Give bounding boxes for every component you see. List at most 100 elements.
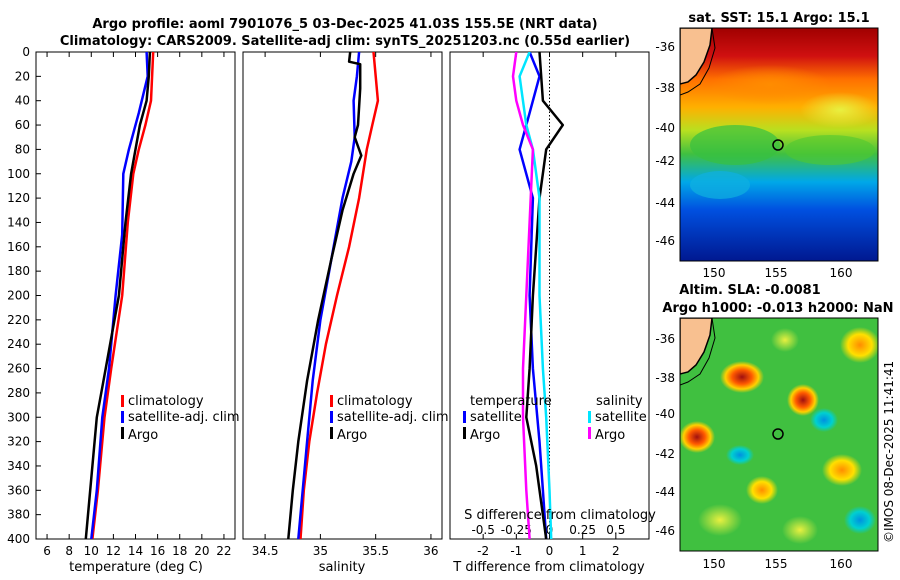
sla-anomaly [680,421,715,453]
salinity-legend: climatology satellite-adj. clim Argo [330,394,449,443]
sst-map [680,28,878,261]
legend-label-climatology: climatology [337,394,413,409]
y-tick-label: 260 [7,362,30,376]
map-xtick: 155 [765,266,788,280]
sla-anomaly [746,476,778,504]
x-tick-label: 0 [546,544,554,558]
legend-swatch-s-argo [588,427,591,439]
series-line-satellite-adj-clim [297,52,361,539]
series-group [84,52,155,539]
y-tick-label: 340 [7,459,30,473]
series-line-climatology [91,52,155,539]
temperature-xlabel: temperature (deg C) [69,560,203,575]
series-group [287,52,380,539]
sla-anomaly [787,384,819,416]
legend-swatch-t-argo [463,427,466,439]
figure-title-line2: Climatology: CARS2009. Satellite-adj cli… [60,34,630,49]
legend-swatch-s-satellite [588,411,591,423]
s-difference-tick-label: -0.25 [501,523,532,537]
y-tick-label: 280 [7,386,30,400]
map-xtick: 155 [765,557,788,571]
x-tick-label: 10 [84,544,99,558]
x-tick-label: 34.5 [252,544,279,558]
series-line-argo [287,52,363,539]
legend-swatch-satellite [330,411,333,423]
y-tick-label: 120 [7,191,30,205]
series-line-satellite-adj-clim [90,52,149,539]
y-tick-label: 240 [7,337,30,351]
s-difference-label: S difference from climatology [464,508,656,523]
map-xtick: 150 [703,557,726,571]
argo-position-marker [772,139,784,151]
s-difference-tick-label: 0 [546,523,554,537]
sst-map-title: sat. SST: 15.1 Argo: 15.1 [688,11,869,26]
x-tick-label: 1 [579,544,587,558]
sst-cool-patch [690,171,750,199]
y-tick-label: 100 [7,167,30,181]
x-tick-label: 14 [128,544,143,558]
sla-anomaly [822,454,862,486]
legend-title-temperature: temperature [470,394,552,409]
legend-label-climatology: climatology [128,394,204,409]
legend-label-s-argo: Argo [595,428,625,443]
salinity-xlabel: salinity [319,560,366,575]
x-tick-label: -1 [510,544,522,558]
legend-swatch-t-satellite [463,411,466,423]
land-mass [680,28,713,85]
map-ytick: -42 [655,154,675,168]
legend-swatch-climatology [121,395,124,407]
y-tick-label: 40 [15,94,30,108]
sla-anomaly [771,328,799,352]
series-line-s-argo [511,52,535,539]
sla-map-axes: -36 -38 -40 -42 -44 -46 150 155 160 [655,332,852,571]
y-tick-label: 80 [15,142,30,156]
sla-map-title-line1: Altim. SLA: -0.0081 [679,283,820,298]
sst-warm-patch [710,65,830,105]
x-tick-label: 6 [43,544,51,558]
x-tick-label: -2 [477,544,489,558]
temperature-plot: 6 8 10 12 14 16 18 20 22020406080100120140160180… [7,45,231,558]
legend-swatch-argo [121,427,124,439]
y-tick-label: 20 [15,69,30,83]
x-tick-label: 18 [172,544,187,558]
coastline-shelf [680,318,716,386]
map-ytick: -44 [655,196,675,210]
map-ytick: -38 [655,81,675,95]
sla-anomaly [726,445,754,465]
sla-anomaly [840,327,878,363]
figure-title-line1: Argo profile: aoml 7901076_5 03-Dec-2025… [92,17,597,32]
legend-swatch-argo [330,427,333,439]
temperature-legend: climatology satellite-adj. clim Argo [121,394,240,443]
y-tick-label: 220 [7,313,30,327]
sst-warm-patch [800,92,878,128]
s-difference-tick-label: 0.5 [606,523,625,537]
series-line-climatology [299,52,380,539]
map-ytick: -40 [655,121,675,135]
s-difference-tick-label: -0.5 [471,523,494,537]
x-tick-label: 35.5 [362,544,389,558]
legend-label-s-satellite: satellite [595,410,647,425]
x-tick-label: 8 [65,544,73,558]
x-tick-label: 20 [194,544,209,558]
land-mass [680,318,713,375]
map-xtick: 150 [703,266,726,280]
y-tick-label: 140 [7,215,30,229]
x-tick-label: 16 [150,544,165,558]
sst-green-patch [690,125,780,165]
y-tick-label: 360 [7,483,30,497]
x-tick-label: 12 [106,544,121,558]
map-xtick: 160 [830,557,853,571]
map-ytick: -36 [655,332,675,346]
legend-label-argo: Argo [337,428,367,443]
difference-xlabel: T difference from climatology [452,560,645,575]
sst-green-patch [785,135,875,165]
x-tick-label: 2 [612,544,620,558]
salinity-plot-frame [242,51,443,540]
argo-position-marker [772,428,784,440]
series-line-argo [84,52,152,539]
sla-map-title-line2: Argo h1000: -0.013 h2000: NaN [662,301,893,316]
y-tick-label: 60 [15,118,30,132]
map-ytick: -46 [655,524,675,538]
map-ytick: -38 [655,371,675,385]
